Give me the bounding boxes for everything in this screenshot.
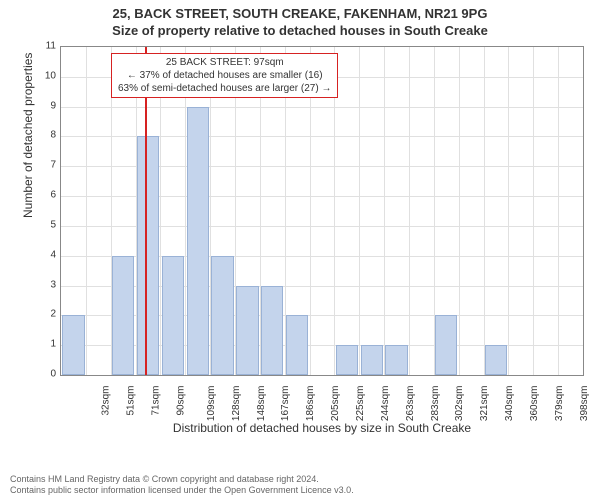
x-tick-label: 225sqm bbox=[355, 386, 366, 422]
gridline-v bbox=[558, 47, 559, 375]
y-tick-label: 2 bbox=[50, 309, 56, 320]
x-tick-label: 263sqm bbox=[405, 386, 416, 422]
x-axis-title: Distribution of detached houses by size … bbox=[60, 421, 584, 435]
page-title-line1: 25, BACK STREET, SOUTH CREAKE, FAKENHAM,… bbox=[0, 6, 600, 23]
gridline-v bbox=[359, 47, 360, 375]
bar bbox=[62, 315, 84, 375]
bar bbox=[187, 107, 209, 375]
bar bbox=[336, 345, 358, 375]
gridline-h bbox=[61, 107, 583, 108]
bar bbox=[361, 345, 383, 375]
gridline-v bbox=[533, 47, 534, 375]
bar bbox=[137, 136, 159, 375]
footer-line1: Contains HM Land Registry data © Crown c… bbox=[10, 474, 354, 485]
footer-attribution: Contains HM Land Registry data © Crown c… bbox=[10, 474, 354, 497]
bar bbox=[385, 345, 407, 375]
annotation-box: 25 BACK STREET: 97sqm ← 37% of detached … bbox=[111, 53, 338, 98]
footer-line2: Contains public sector information licen… bbox=[10, 485, 354, 496]
x-tick-label: 205sqm bbox=[330, 386, 341, 422]
annotation-line3: 63% of semi-detached houses are larger (… bbox=[118, 82, 331, 95]
x-tick-label: 340sqm bbox=[504, 386, 515, 422]
x-tick-label: 167sqm bbox=[281, 386, 292, 422]
page-title-line2: Size of property relative to detached ho… bbox=[0, 23, 600, 40]
bar bbox=[236, 286, 258, 375]
x-tick-label: 186sqm bbox=[305, 386, 316, 422]
y-tick-label: 5 bbox=[50, 219, 56, 230]
x-tick-label: 302sqm bbox=[455, 386, 466, 422]
x-tick-label: 398sqm bbox=[579, 386, 590, 422]
x-tick-label: 360sqm bbox=[529, 386, 540, 422]
annotation-line2: ← 37% of detached houses are smaller (16… bbox=[118, 69, 331, 82]
x-tick-labels: 32sqm 51sqm 71sqm 90sqm 109sqm 128sqm 148sqm 16… bbox=[60, 378, 584, 424]
annotation-line1: 25 BACK STREET: 97sqm bbox=[118, 56, 331, 69]
x-tick-label: 283sqm bbox=[430, 386, 441, 422]
y-tick-label: 4 bbox=[50, 249, 56, 260]
y-tick-label: 0 bbox=[50, 369, 56, 380]
plot-area: 25 BACK STREET: 97sqm ← 37% of detached … bbox=[60, 46, 584, 376]
y-tick-label: 9 bbox=[50, 100, 56, 111]
y-tick-label: 1 bbox=[50, 339, 56, 350]
bar bbox=[112, 256, 134, 375]
y-tick-label: 3 bbox=[50, 279, 56, 290]
chart-container: Number of detached properties 0123456789… bbox=[36, 46, 584, 426]
gridline-v bbox=[484, 47, 485, 375]
y-tick-label: 6 bbox=[50, 190, 56, 201]
y-axis-title: Number of detached properties bbox=[21, 53, 35, 218]
x-tick-label: 321sqm bbox=[479, 386, 490, 422]
x-tick-label: 32sqm bbox=[101, 386, 112, 416]
x-tick-label: 244sqm bbox=[380, 386, 391, 422]
y-tick-label: 8 bbox=[50, 130, 56, 141]
bar bbox=[211, 256, 233, 375]
bar bbox=[485, 345, 507, 375]
bar bbox=[162, 256, 184, 375]
bar bbox=[261, 286, 283, 375]
y-tick-label: 7 bbox=[50, 160, 56, 171]
bar bbox=[435, 315, 457, 375]
x-tick-label: 128sqm bbox=[231, 386, 242, 422]
x-tick-label: 71sqm bbox=[151, 386, 162, 416]
gridline-v bbox=[508, 47, 509, 375]
x-tick-label: 379sqm bbox=[554, 386, 565, 422]
y-tick-labels: 01234567891011 bbox=[36, 46, 58, 376]
y-tick-label: 11 bbox=[46, 41, 56, 52]
gridline-v bbox=[409, 47, 410, 375]
bar bbox=[286, 315, 308, 375]
x-tick-label: 148sqm bbox=[256, 386, 267, 422]
gridline-v bbox=[86, 47, 87, 375]
gridline-v bbox=[459, 47, 460, 375]
x-tick-label: 90sqm bbox=[176, 386, 187, 416]
gridline-v bbox=[384, 47, 385, 375]
x-tick-label: 109sqm bbox=[206, 386, 217, 422]
x-tick-label: 51sqm bbox=[126, 386, 137, 416]
y-tick-label: 10 bbox=[45, 70, 56, 81]
